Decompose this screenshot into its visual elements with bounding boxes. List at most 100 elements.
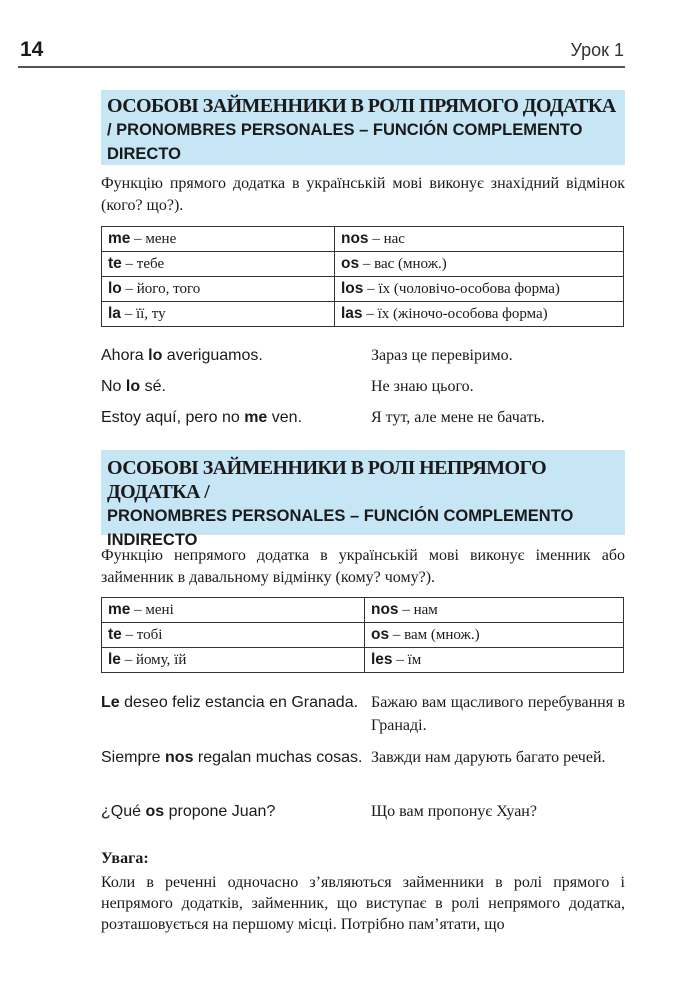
example-text: ven. [267,409,303,426]
section-title-indirect: ОСОБОВІ ЗАЙМЕННИКИ В РОЛІ НЕПРЯМОГО ДОДА… [101,450,625,549]
title-es: / PRONOMBRES PERSONALES – FUNCIÓN COMPLE… [107,121,583,163]
pronoun: las [341,305,363,322]
translation: – йому, їй [120,652,187,668]
pronoun: nos [341,230,369,247]
example-text: averiguamos. [162,347,263,364]
intro-indirect: Функцію непрямого додатка в українській … [101,547,625,586]
pronoun: nos [371,601,399,618]
pronoun: la [108,305,121,322]
pronoun: los [341,280,364,297]
example-text: No [101,378,126,395]
example-ua: Бажаю вам щасливого перебування в Гранад… [371,694,625,734]
example-text: deseo feliz estancia en Granada. [119,694,359,711]
table-row: te – тобі os – вам (множ.) [101,622,624,648]
example-row: Siempre nos regalan muchas cosas. Завжди … [101,746,625,769]
pronoun: le [108,651,121,668]
table-cell: nos – нам [364,597,624,623]
note-text: Коли в реченні одночасно з’являються зай… [101,874,625,933]
example-row: No lo sé. Не знаю цього. [101,375,625,398]
translation: – його, того [121,281,201,297]
example-row: Estoy aquí, pero no me ven. Я тут, але ме… [101,406,625,429]
example-row: Le deseo feliz estancia en Granada. Бажаю… [101,691,625,737]
note-title: Увага: [101,850,149,867]
table-row: la – її, ту las – їх (жіночо-особова форм… [101,301,624,327]
table-row: te – тебе os – вас (множ.) [101,251,624,277]
pronoun-highlight: lo [148,347,163,364]
section-title-direct: ОСОБОВІ ЗАЙМЕННИКИ В РОЛІ ПРЯМОГО ДОДАТК… [101,90,625,165]
table-row: me – мені nos – нам [101,597,624,623]
example-ua: Я тут, але мене не бачать. [371,409,545,426]
title-es: PRONOMBRES PERSONALES – FUNCIÓN COMPLEME… [107,507,574,549]
table-row: le – йому, їй les – їм [101,647,624,673]
translation: – їх (чоловічо-особова форма) [363,281,560,297]
example-es: Le deseo feliz estancia en Granada. [101,691,371,737]
table-cell: le – йому, їй [101,647,365,673]
translation: – мені [130,602,174,618]
example-text: sé. [140,378,166,395]
example-ua: Завжди нам дарують багато речей. [371,749,606,766]
pronoun: te [108,255,122,272]
example-text: ¿Qué [101,803,146,820]
example-row: ¿Qué os propone Juan? Що вам пропонує Хуа… [101,800,625,823]
example-ua: Що вам пропонує Хуан? [371,803,537,820]
pronoun: os [371,626,390,643]
table-cell: os – вас (множ.) [334,251,624,277]
example-row: Ahora lo averiguamos. Зараз це перевіримо… [101,344,625,367]
translation: – їм [392,652,422,668]
table-cell: os – вам (множ.) [364,622,624,648]
table-cell: les – їм [364,647,624,673]
example-es: No lo sé. [101,375,371,398]
table-cell: los – їх (чоловічо-особова форма) [334,276,624,302]
pronoun-highlight: Le [101,694,120,711]
translation: – їх (жіночо-особова форма) [362,306,548,322]
table-cell: me – мені [101,597,365,623]
table-cell: te – тебе [101,251,335,277]
pronoun-highlight: os [145,803,165,820]
table-cell: lo – його, того [101,276,335,302]
translation: – вас (множ.) [359,256,447,272]
example-text: Estoy aquí, pero no [101,409,245,426]
table-row: me – мене nos – нас [101,226,624,252]
translation: – тобі [121,627,163,643]
pronoun: me [108,601,131,618]
title-ua: ОСОБОВІ ЗАЙМЕННИКИ В РОЛІ ПРЯМОГО ДОДАТК… [107,95,616,117]
pronoun-table-indirect: me – мені nos – нам te – тобі os – вам (мно… [101,597,624,673]
translation: – її, ту [120,306,166,322]
pronoun: lo [108,280,122,297]
translation: – тебе [121,256,165,272]
pronoun-highlight: me [244,409,268,426]
example-ua: Не знаю цього. [371,378,474,395]
table-cell: me – мене [101,226,335,252]
table-cell: la – її, ту [101,301,335,327]
page-number: 14 [20,38,44,61]
lesson-label: Урок 1 [570,40,624,60]
pronoun-highlight: lo [125,378,141,395]
pronoun: os [341,255,360,272]
translation: – нам [398,602,438,618]
table-cell: te – тобі [101,622,365,648]
translation: – вам (множ.) [389,627,480,643]
translation: – нас [368,231,405,247]
example-text: regalan muchas cosas. [193,749,363,766]
table-cell: las – їх (жіночо-особова форма) [334,301,624,327]
example-text: Siempre [101,749,166,766]
example-ua: Зараз це перевіримо. [371,347,513,364]
pronoun-table-direct: me – мене nos – нас te – тебе os – вас (мно… [101,226,624,327]
header-divider [18,66,625,68]
table-cell: nos – нас [334,226,624,252]
example-es: Ahora lo averiguamos. [101,344,371,367]
pronoun-highlight: nos [165,749,194,766]
example-es: Siempre nos regalan muchas cosas. [101,746,371,769]
example-es: Estoy aquí, pero no me ven. [101,406,371,429]
pronoun: me [108,230,131,247]
example-text: Ahora [101,347,149,364]
pronoun: te [108,626,122,643]
example-es: ¿Qué os propone Juan? [101,800,371,823]
example-text: propone Juan? [164,803,276,820]
pronoun: les [371,651,393,668]
table-row: lo – його, того los – їх (чоловічо-особов… [101,276,624,302]
translation: – мене [130,231,177,247]
intro-direct: Функцію прямого додатка в українській мо… [101,175,625,214]
title-ua: ОСОБОВІ ЗАЙМЕННИКИ В РОЛІ НЕПРЯМОГО ДОДА… [107,457,547,503]
